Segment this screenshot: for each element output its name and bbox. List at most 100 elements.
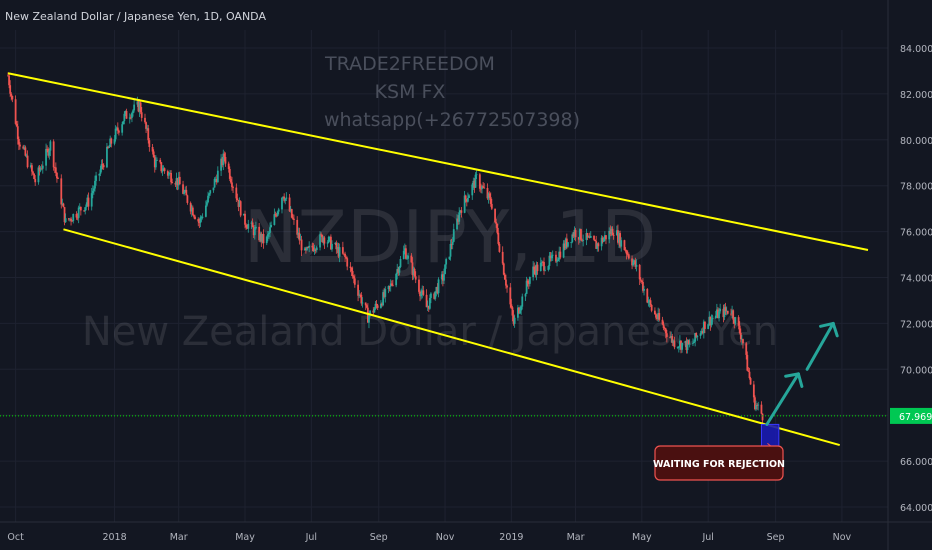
candle-up bbox=[551, 254, 554, 256]
author-text-line-1: TRADE2FREEDOM bbox=[324, 53, 495, 75]
time-tick-label: Nov bbox=[833, 532, 852, 543]
candle-down bbox=[565, 238, 568, 247]
candle-down bbox=[685, 340, 688, 351]
candle-up bbox=[322, 237, 325, 243]
candle-up bbox=[334, 242, 337, 244]
candle-down bbox=[182, 184, 184, 194]
candle-down bbox=[221, 158, 224, 166]
candle-down bbox=[10, 93, 13, 96]
candle-down bbox=[232, 187, 234, 188]
candle-down bbox=[236, 198, 239, 201]
candle-down bbox=[117, 130, 120, 133]
candle-up bbox=[206, 202, 208, 206]
candle-up bbox=[90, 193, 93, 207]
candle-down bbox=[70, 218, 72, 221]
candle-down bbox=[152, 151, 155, 158]
candle-up bbox=[259, 233, 262, 241]
candle-down bbox=[597, 243, 600, 247]
time-tick-label: Oct bbox=[7, 532, 24, 543]
candle-down bbox=[549, 255, 552, 259]
candle-up bbox=[407, 255, 410, 259]
candle-down bbox=[283, 196, 286, 201]
candle-down bbox=[732, 310, 735, 320]
candle-up bbox=[190, 207, 193, 212]
candle-up bbox=[714, 315, 717, 319]
candle-up bbox=[285, 197, 288, 199]
candle-up bbox=[718, 311, 720, 319]
candle-up bbox=[132, 110, 134, 114]
candle-up bbox=[525, 280, 528, 294]
candle-down bbox=[224, 156, 227, 164]
candle-down bbox=[60, 178, 63, 205]
candle-down bbox=[54, 167, 57, 173]
candle-down bbox=[555, 254, 557, 262]
candle-down bbox=[663, 328, 666, 329]
candle-up bbox=[435, 286, 438, 292]
candle-up bbox=[268, 232, 270, 235]
candle-up bbox=[633, 260, 636, 263]
candle-up bbox=[672, 340, 675, 344]
candle-up bbox=[524, 293, 527, 297]
candle-down bbox=[611, 228, 614, 236]
candle-up bbox=[521, 296, 524, 307]
candle-up bbox=[458, 212, 461, 222]
candle-up bbox=[78, 206, 81, 208]
candle-down bbox=[498, 243, 501, 252]
candle-up bbox=[434, 291, 437, 299]
candle-up bbox=[277, 209, 280, 212]
candle-up bbox=[702, 321, 705, 334]
candle-down bbox=[140, 112, 143, 118]
candle-down bbox=[625, 251, 628, 255]
candle-up bbox=[481, 186, 483, 190]
candle-up bbox=[693, 341, 695, 343]
candle-down bbox=[228, 169, 231, 179]
price-axis[interactable]: 84.000 82.000 80.000 78.000 76.000 74.000 72.0… bbox=[887, 0, 932, 550]
candle-down bbox=[605, 235, 607, 240]
annotation-label[interactable]: WAITING FOR REJECTION bbox=[653, 445, 785, 481]
channel-lower-line bbox=[63, 228, 840, 446]
candle-down bbox=[194, 216, 196, 220]
candle-up bbox=[265, 236, 268, 244]
candle-up bbox=[254, 226, 257, 229]
time-tick-label: Jul bbox=[701, 532, 713, 543]
candle-up bbox=[558, 251, 561, 260]
candle-up bbox=[369, 310, 371, 316]
candle-down bbox=[290, 209, 293, 218]
candle-up bbox=[382, 292, 384, 306]
highlight-box bbox=[760, 423, 780, 448]
candle-down bbox=[563, 243, 566, 249]
arrow-head-2 bbox=[819, 321, 835, 328]
candle-down bbox=[139, 102, 142, 113]
candle-up bbox=[573, 229, 576, 237]
candle-down bbox=[16, 126, 19, 140]
candle-up bbox=[463, 195, 466, 213]
candle-up bbox=[740, 339, 743, 340]
candle-down bbox=[748, 371, 751, 379]
candle-down bbox=[650, 304, 653, 311]
candle-down bbox=[350, 267, 353, 272]
candle-down bbox=[215, 179, 218, 183]
candle-down bbox=[419, 291, 421, 297]
candle-up bbox=[199, 217, 202, 223]
candle-up bbox=[136, 101, 139, 105]
candle-down bbox=[153, 157, 156, 168]
candle-down bbox=[511, 307, 514, 316]
candle-down bbox=[489, 197, 492, 204]
time-axis[interactable]: Oct 2018 Mar May Jul Sep Nov 2019 Mar May Jul Sep No… bbox=[0, 521, 932, 543]
candle-down bbox=[658, 313, 661, 320]
candle-up bbox=[95, 175, 97, 181]
candle-down bbox=[15, 123, 18, 127]
candle-down bbox=[673, 340, 676, 348]
candle-up bbox=[406, 258, 408, 260]
candle-down bbox=[296, 219, 299, 235]
candle-down bbox=[145, 122, 147, 129]
candle-down bbox=[365, 305, 368, 308]
candle-up bbox=[475, 174, 478, 176]
candle-down bbox=[501, 251, 504, 264]
candle-down bbox=[425, 294, 428, 308]
candle-down bbox=[24, 147, 27, 156]
candle-up bbox=[214, 179, 217, 180]
candle-up bbox=[133, 104, 136, 111]
candle-down bbox=[687, 340, 690, 344]
